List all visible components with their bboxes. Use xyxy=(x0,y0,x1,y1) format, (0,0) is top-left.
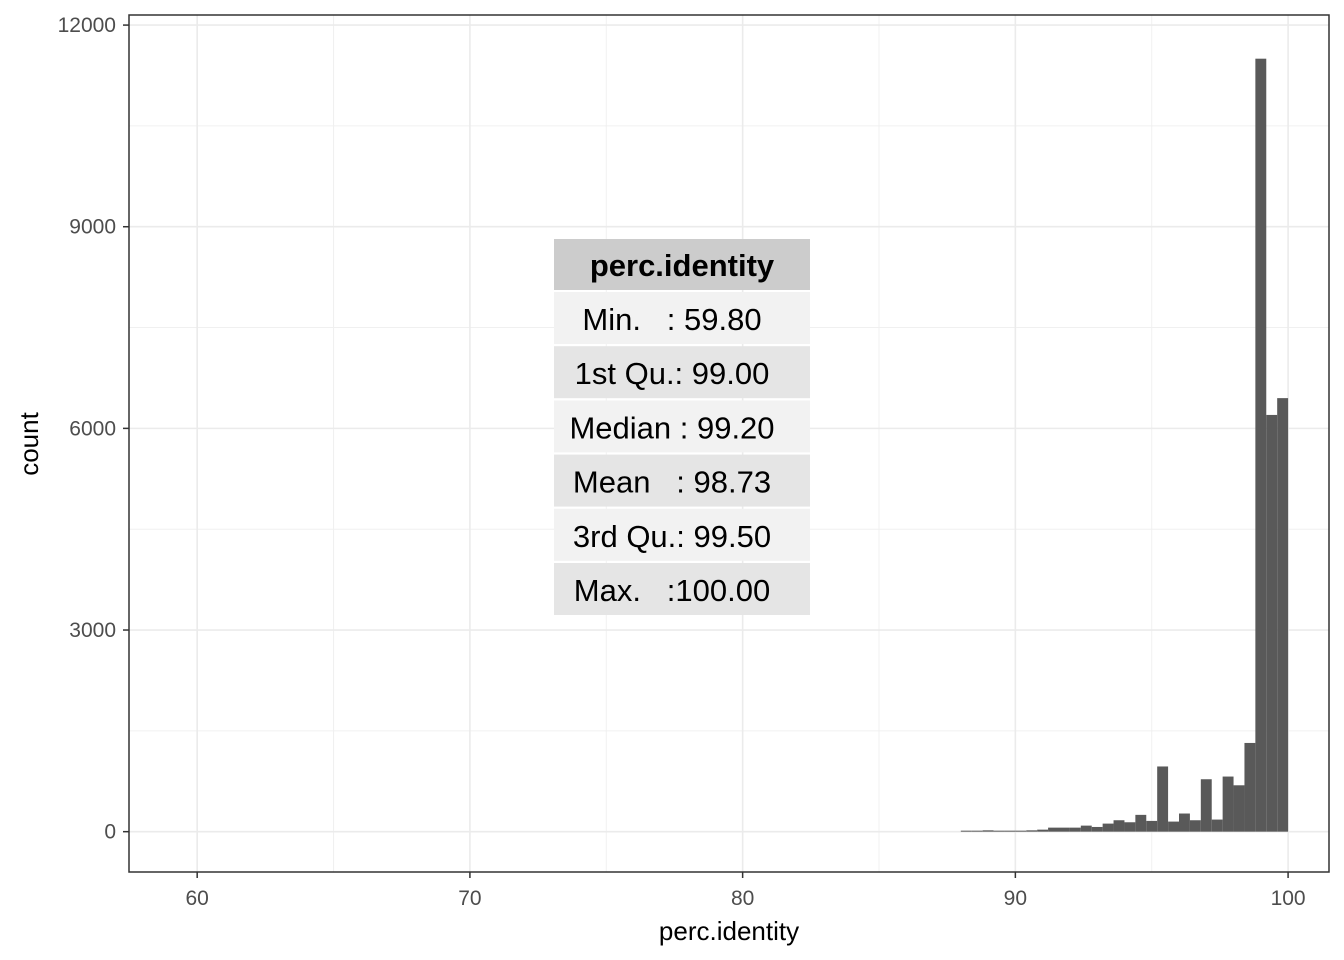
summary-table-header: perc.identity xyxy=(590,248,775,283)
histogram-bar xyxy=(1124,822,1136,832)
summary-table: perc.identity Min. : 59.80 1st Qu.: 99.00… xyxy=(554,239,810,615)
x-tick-label: 90 xyxy=(1004,887,1027,910)
histogram-bar xyxy=(1026,830,1038,832)
y-tick-label: 6000 xyxy=(69,417,116,440)
x-axis-title: perc.identity xyxy=(659,916,799,946)
summary-table-row-bg xyxy=(554,292,810,344)
y-tick-label: 0 xyxy=(104,821,116,844)
histogram-bar xyxy=(1266,414,1278,832)
x-tick-label: 80 xyxy=(731,887,754,910)
summary-table-row-bg xyxy=(554,563,810,615)
histogram-bar xyxy=(1102,823,1114,832)
y-axis: 0 3000 6000 9000 12000 xyxy=(58,14,129,844)
histogram-bar xyxy=(1080,825,1092,832)
histogram-bar xyxy=(1277,398,1289,832)
histogram-bar xyxy=(1048,827,1059,832)
histogram-bar xyxy=(1211,819,1223,832)
summary-table-cell: Min. : 59.80 xyxy=(582,302,761,337)
histogram-bar xyxy=(1189,820,1201,832)
histogram-bar xyxy=(1168,821,1179,832)
summary-table-cell: Max. :100.00 xyxy=(574,573,770,608)
summary-table-header-bg xyxy=(554,239,810,290)
summary-table-rows: Min. : 59.80 1st Qu.: 99.00 Median : 99.20… xyxy=(554,292,810,615)
histogram-bar xyxy=(971,830,983,832)
histogram-bar xyxy=(1015,830,1027,832)
histogram-bar xyxy=(1037,829,1049,832)
x-tick-label: 60 xyxy=(186,887,209,910)
histogram-bar xyxy=(1069,827,1081,832)
histogram-bar xyxy=(1146,820,1158,832)
y-tick-label: 3000 xyxy=(69,619,116,642)
x-tick-label: 70 xyxy=(458,887,481,910)
histogram-bar xyxy=(1157,766,1169,832)
histogram-bars xyxy=(960,58,1289,832)
histogram-bar xyxy=(1059,827,1070,832)
histogram-bar xyxy=(982,830,994,832)
summary-table-cell: 1st Qu.: 99.00 xyxy=(575,356,770,391)
histogram-bar xyxy=(1233,785,1245,832)
histogram-bar xyxy=(1135,814,1147,832)
histogram-bar xyxy=(1113,820,1125,832)
summary-table-row-bg xyxy=(554,400,810,453)
y-axis-title: count xyxy=(14,411,44,475)
y-tick-label: 12000 xyxy=(58,14,116,37)
summary-table-row-bg xyxy=(554,508,810,561)
summary-table-cell: Mean : 98.73 xyxy=(573,465,771,500)
histogram-bar xyxy=(1091,826,1103,832)
x-axis: 60 70 80 90 100 xyxy=(186,872,1306,910)
histogram-bar xyxy=(1244,742,1256,832)
histogram-bar xyxy=(960,830,972,832)
histogram-bar xyxy=(993,830,1005,832)
plot-panel-border xyxy=(128,14,1330,873)
summary-table-cell: Median : 99.20 xyxy=(569,410,774,445)
x-tick-label: 100 xyxy=(1271,887,1306,910)
y-tick-label: 9000 xyxy=(69,216,116,239)
histogram-bar xyxy=(1179,813,1190,832)
histogram-bar xyxy=(1004,830,1016,832)
histogram-bar xyxy=(1200,779,1212,832)
summary-table-cell: 3rd Qu.: 99.50 xyxy=(573,519,771,554)
summary-table-row-bg xyxy=(554,454,810,507)
histogram-bar xyxy=(1222,776,1234,832)
histogram-bar xyxy=(1255,58,1267,832)
summary-table-row-bg xyxy=(554,346,810,399)
